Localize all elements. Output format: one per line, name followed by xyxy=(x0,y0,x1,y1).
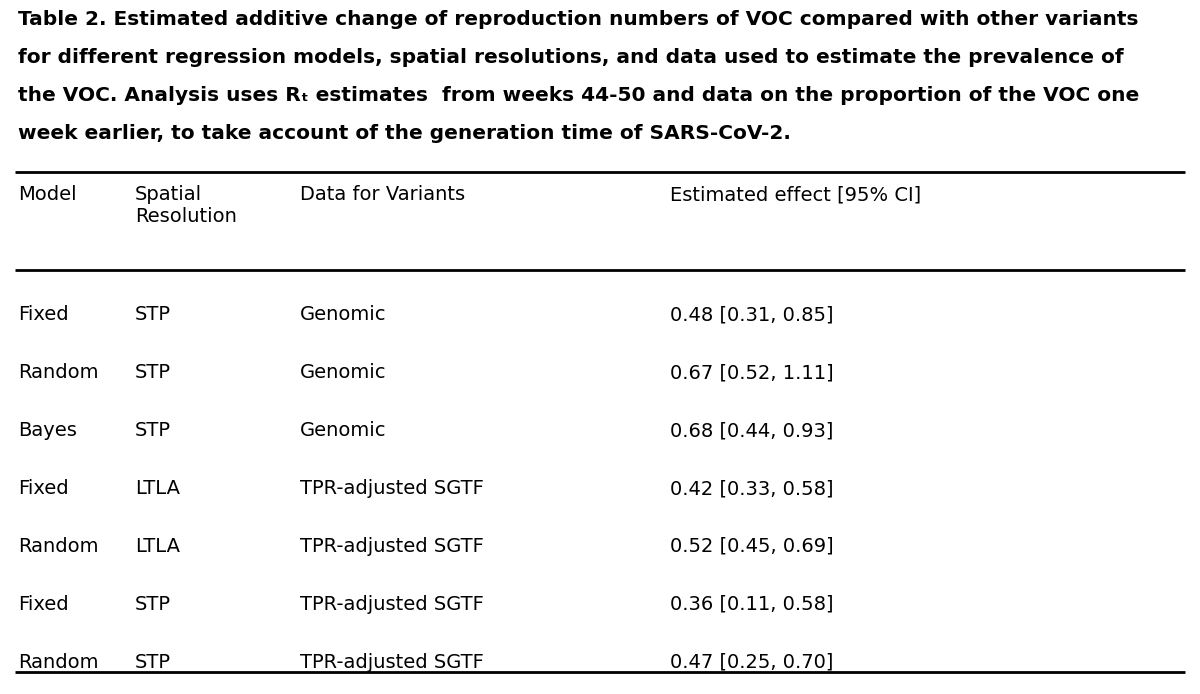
Text: Genomic: Genomic xyxy=(300,363,386,382)
Text: LTLA: LTLA xyxy=(134,537,180,556)
Text: week earlier, to take account of the generation time of SARS-CoV-2.: week earlier, to take account of the gen… xyxy=(18,124,791,143)
Text: Random: Random xyxy=(18,537,98,556)
Text: 0.52 [0.45, 0.69]: 0.52 [0.45, 0.69] xyxy=(670,537,834,556)
Text: Estimated effect [95% CI]: Estimated effect [95% CI] xyxy=(670,185,922,204)
Text: 0.42 [0.33, 0.58]: 0.42 [0.33, 0.58] xyxy=(670,479,834,498)
Text: for different regression models, spatial resolutions, and data used to estimate : for different regression models, spatial… xyxy=(18,48,1123,67)
Text: Bayes: Bayes xyxy=(18,421,77,440)
Text: Random: Random xyxy=(18,653,98,672)
Text: Spatial
Resolution: Spatial Resolution xyxy=(134,185,236,226)
Text: TPR-adjusted SGTF: TPR-adjusted SGTF xyxy=(300,653,484,672)
Text: STP: STP xyxy=(134,363,172,382)
Text: Genomic: Genomic xyxy=(300,305,386,324)
Text: Fixed: Fixed xyxy=(18,595,68,614)
Text: Fixed: Fixed xyxy=(18,305,68,324)
Text: STP: STP xyxy=(134,305,172,324)
Text: STP: STP xyxy=(134,595,172,614)
Text: 0.67 [0.52, 1.11]: 0.67 [0.52, 1.11] xyxy=(670,363,834,382)
Text: STP: STP xyxy=(134,653,172,672)
Text: Model: Model xyxy=(18,185,77,204)
Text: 0.68 [0.44, 0.93]: 0.68 [0.44, 0.93] xyxy=(670,421,833,440)
Text: TPR-adjusted SGTF: TPR-adjusted SGTF xyxy=(300,479,484,498)
Text: 0.48 [0.31, 0.85]: 0.48 [0.31, 0.85] xyxy=(670,305,834,324)
Text: Genomic: Genomic xyxy=(300,421,386,440)
Text: STP: STP xyxy=(134,421,172,440)
Text: Data for Variants: Data for Variants xyxy=(300,185,466,204)
Text: 0.36 [0.11, 0.58]: 0.36 [0.11, 0.58] xyxy=(670,595,834,614)
Text: the VOC. Analysis uses Rₜ estimates  from weeks 44-50 and data on the proportion: the VOC. Analysis uses Rₜ estimates from… xyxy=(18,86,1139,105)
Text: TPR-adjusted SGTF: TPR-adjusted SGTF xyxy=(300,537,484,556)
Text: LTLA: LTLA xyxy=(134,479,180,498)
Text: Random: Random xyxy=(18,363,98,382)
Text: Table 2. Estimated additive change of reproduction numbers of VOC compared with : Table 2. Estimated additive change of re… xyxy=(18,10,1139,29)
Text: Fixed: Fixed xyxy=(18,479,68,498)
Text: 0.47 [0.25, 0.70]: 0.47 [0.25, 0.70] xyxy=(670,653,833,672)
Text: TPR-adjusted SGTF: TPR-adjusted SGTF xyxy=(300,595,484,614)
